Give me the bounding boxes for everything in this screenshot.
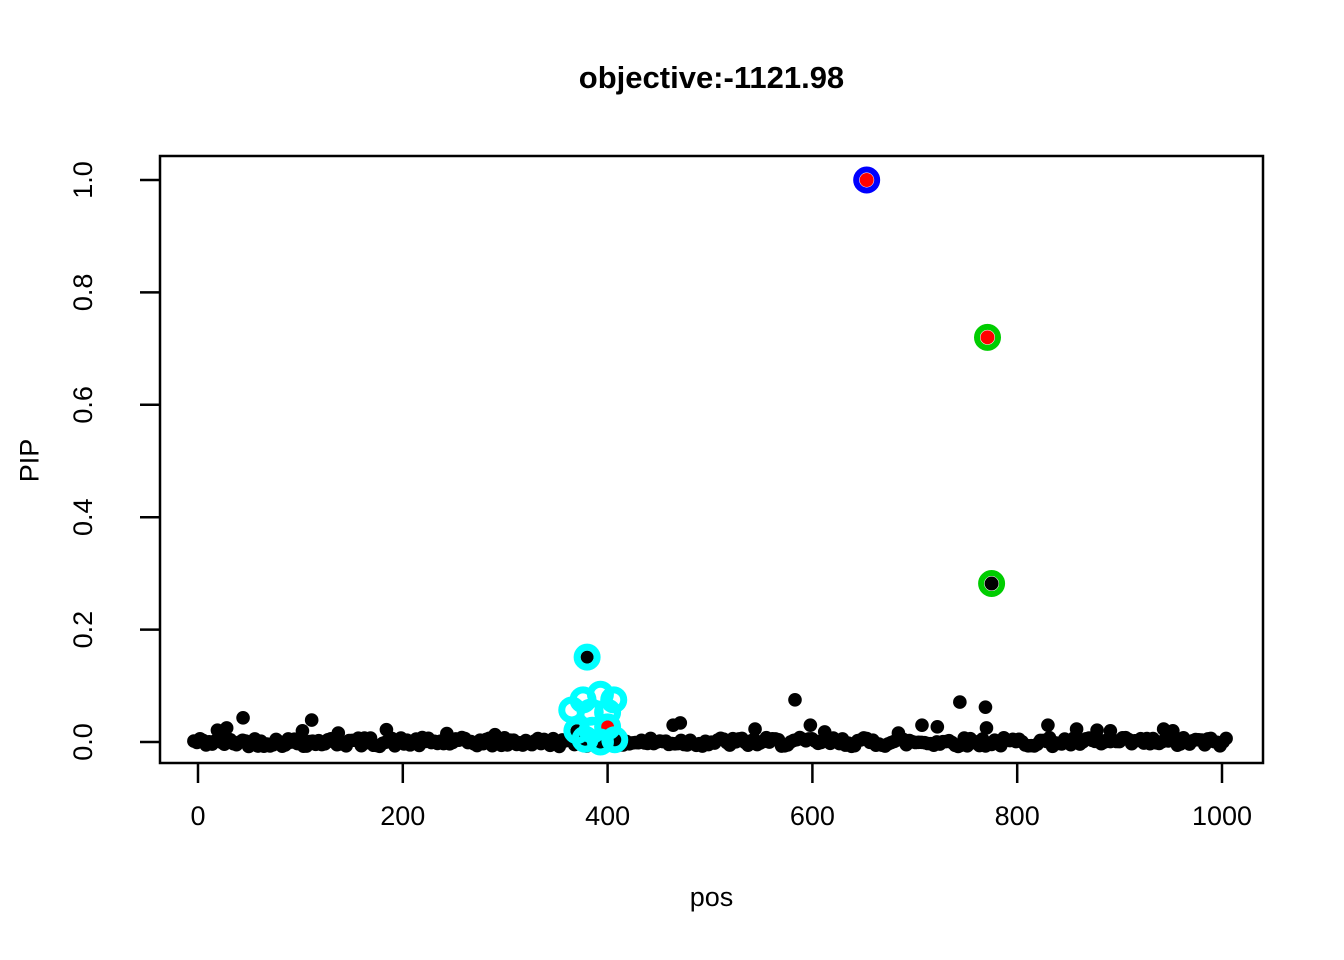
cyan-ring (601, 726, 629, 754)
data-point (236, 711, 250, 725)
data-point (304, 713, 319, 727)
y-tick-label: 1.0 (68, 161, 98, 199)
x-tick-label: 1000 (1192, 801, 1252, 831)
data-point (1069, 722, 1084, 736)
data-point (219, 721, 234, 735)
data-point (817, 725, 832, 739)
highlight-center (980, 330, 995, 345)
data-point (891, 726, 906, 740)
y-tick-label: 0.8 (68, 274, 98, 312)
y-tick-label: 0.0 (68, 723, 98, 761)
x-tick-label: 600 (790, 801, 835, 831)
highlight-center (984, 576, 999, 591)
data-point (978, 700, 993, 714)
plot-box (158, 154, 1265, 765)
data-point (1166, 723, 1180, 738)
data-point (788, 693, 802, 707)
highlight-center (859, 173, 874, 187)
data-point (379, 722, 394, 737)
data-point (748, 722, 762, 736)
data-point (1103, 723, 1118, 738)
y-axis-label: PIP (14, 438, 45, 483)
data-point (930, 720, 945, 734)
x-tick-label: 800 (995, 801, 1040, 831)
data-point (440, 726, 454, 741)
data-point (331, 726, 346, 740)
data-point (1041, 718, 1055, 732)
data-point (295, 723, 310, 738)
y-tick-label: 0.6 (68, 386, 98, 424)
data-point (488, 727, 502, 742)
x-axis-label: pos (689, 882, 734, 912)
y-tick-label: 0.4 (68, 498, 98, 536)
green-highlight-ring (978, 570, 1006, 598)
cyan-ring (573, 643, 601, 671)
data-point (953, 695, 967, 709)
green-highlight-ring (974, 323, 1002, 351)
data-point (1090, 723, 1104, 737)
data-point (979, 721, 994, 735)
cyan-ring (571, 725, 599, 753)
cyan-ring (586, 728, 614, 756)
cyan-ring-center (580, 650, 594, 664)
y-tick-label: 0.2 (68, 611, 98, 649)
data-point (915, 718, 929, 732)
x-tick-label: 0 (190, 801, 205, 831)
data-point (803, 718, 818, 732)
x-tick-label: 200 (380, 801, 425, 831)
data-point (673, 716, 688, 730)
chart-title: objective:-1121.98 (578, 60, 845, 95)
blue-highlight-ring (853, 166, 881, 194)
x-tick-label: 400 (585, 801, 630, 831)
baseline-point (1219, 731, 1233, 746)
